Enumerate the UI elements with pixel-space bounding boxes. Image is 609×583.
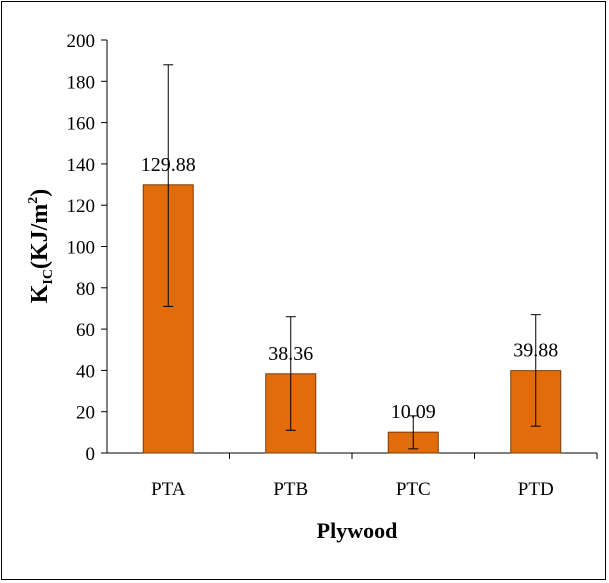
y-axis-title-subscript: IC — [41, 269, 56, 285]
x-tick-label: PTD — [518, 479, 554, 500]
y-tick-label: 40 — [76, 361, 95, 382]
error-bars — [163, 64, 541, 450]
y-tick-label: 140 — [67, 155, 96, 176]
y-tick-label: 180 — [67, 72, 96, 93]
y-tick-label: 80 — [76, 279, 95, 300]
y-axis-title: KIC(KJ/m2) — [26, 189, 56, 304]
y-tick-label: 60 — [76, 320, 95, 341]
y-axis-title-main: K — [27, 284, 53, 303]
y-tick-label: 200 — [67, 31, 96, 52]
x-tick-label: PTC — [396, 479, 431, 500]
data-label: 10.09 — [391, 401, 436, 423]
y-tick-label: 100 — [67, 238, 96, 259]
y-axis-title-close: ) — [27, 189, 53, 197]
x-tick-label: PTB — [273, 479, 308, 500]
y-axis-title-superscript: 2 — [26, 197, 41, 204]
x-axis-tick-labels: PTA PTB PTC PTD — [151, 453, 598, 500]
x-tick-label: PTA — [151, 479, 186, 500]
y-tick-label: 160 — [67, 114, 96, 135]
y-tick-label: 20 — [76, 403, 95, 424]
y-axis-ticks: 0 20 40 60 80 100 120 140 160 180 200 — [67, 31, 107, 465]
x-axis-title: Plywood — [317, 518, 398, 543]
y-tick-label: 120 — [67, 196, 96, 217]
y-tick-label: 0 — [86, 444, 96, 465]
y-axis-title-suffix: (KJ/m — [27, 204, 53, 269]
